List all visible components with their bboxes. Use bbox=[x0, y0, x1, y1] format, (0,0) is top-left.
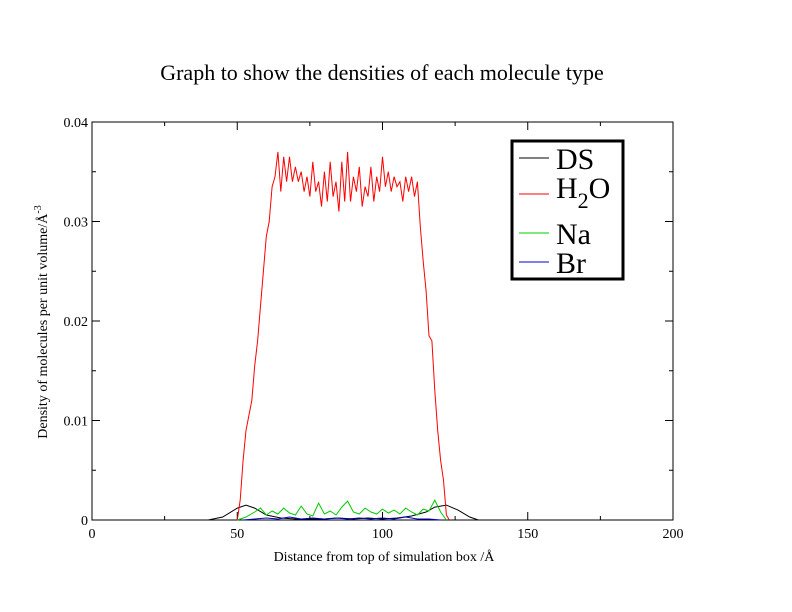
series-line-h2o bbox=[236, 151, 450, 521]
y-tick-label: 0.02 bbox=[64, 315, 89, 330]
y-tick-label: 0.01 bbox=[64, 415, 89, 430]
y-axis-label: Density of molecules per unit volume/Å bbox=[35, 213, 51, 439]
x-tick-label: 150 bbox=[517, 527, 538, 542]
series-line-na bbox=[237, 498, 447, 521]
x-tick-label: 0 bbox=[89, 527, 96, 542]
legend: DS H2O Na Br bbox=[510, 139, 625, 281]
legend-label-ds: DS bbox=[556, 143, 594, 176]
series-layer bbox=[208, 151, 479, 521]
legend-label-na: Na bbox=[556, 218, 591, 251]
y-tick-label: 0.03 bbox=[64, 216, 89, 231]
legend-label-h2o: H2O bbox=[556, 172, 610, 213]
x-tick-label: 100 bbox=[372, 527, 393, 542]
y-tick-label: 0 bbox=[81, 514, 88, 529]
svg-text:Density of molecules per unit: Density of molecules per unit volume/Å-3 bbox=[33, 205, 51, 438]
y-axis-label-group: Density of molecules per unit volume/Å-3 bbox=[33, 205, 51, 438]
x-tick-label: 200 bbox=[663, 527, 684, 542]
legend-label-br: Br bbox=[556, 247, 586, 280]
x-tick-label: 50 bbox=[230, 527, 244, 542]
series-line-br bbox=[243, 516, 441, 521]
y-tick-label: 0.04 bbox=[64, 116, 89, 131]
legend-box bbox=[510, 139, 625, 281]
y-axis-label-exponent: -3 bbox=[33, 205, 44, 213]
chart-title: Graph to show the densities of each mole… bbox=[160, 60, 604, 85]
axis-ticks: 0 50 100 150 200 0 0.01 0.02 0.03 0.04 bbox=[64, 116, 684, 542]
x-axis-label: Distance from top of simulation box /Å bbox=[274, 549, 496, 565]
